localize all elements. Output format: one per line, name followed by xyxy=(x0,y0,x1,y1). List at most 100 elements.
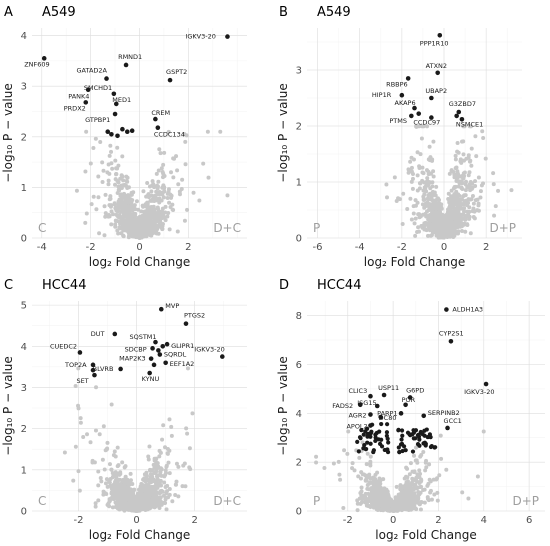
background-point xyxy=(447,207,452,212)
gene-label: FADS2 xyxy=(332,402,353,410)
background-point xyxy=(491,182,496,187)
background-point xyxy=(140,503,145,508)
background-point xyxy=(115,464,120,469)
significant-point xyxy=(384,433,389,438)
background-point xyxy=(462,193,467,198)
background-point xyxy=(153,495,158,500)
panel-letter: B xyxy=(279,5,288,20)
background-point xyxy=(139,209,144,214)
background-point xyxy=(115,145,120,150)
background-point xyxy=(128,232,133,237)
x-tick-label: -4 xyxy=(355,242,365,253)
corner-label-left: P xyxy=(313,221,320,235)
background-point xyxy=(90,460,95,465)
background-point xyxy=(410,171,415,176)
background-point xyxy=(113,222,118,227)
gene-label: BLVRB xyxy=(93,365,114,373)
background-point xyxy=(430,189,435,194)
x-tick-label: 2 xyxy=(192,515,198,526)
background-point xyxy=(169,170,174,175)
background-point xyxy=(121,199,126,204)
significant-point xyxy=(123,62,129,68)
background-point xyxy=(425,196,430,201)
background-point xyxy=(473,134,478,139)
background-point xyxy=(163,218,168,223)
background-point xyxy=(109,203,114,208)
gene-label: NSMCE1 xyxy=(456,120,483,128)
corner-label-left: C xyxy=(38,494,46,508)
significant-point xyxy=(105,129,111,135)
background-point xyxy=(461,152,466,157)
background-point xyxy=(483,156,488,161)
background-point xyxy=(413,458,418,463)
background-point xyxy=(134,199,139,204)
background-point xyxy=(413,216,418,221)
background-point xyxy=(408,461,413,466)
background-point xyxy=(147,444,152,449)
background-point xyxy=(135,218,140,223)
significant-point xyxy=(437,32,443,38)
background-point xyxy=(99,479,104,484)
gene-label: DC80 xyxy=(379,414,397,422)
background-point xyxy=(123,228,128,233)
background-point xyxy=(467,159,472,164)
background-point xyxy=(342,448,347,453)
gene-label: CYP2S1 xyxy=(439,329,464,337)
x-tick-label: 2 xyxy=(185,242,191,253)
significant-point xyxy=(399,92,405,98)
background-point xyxy=(110,488,115,493)
significant-point xyxy=(148,356,154,361)
background-point xyxy=(430,230,435,235)
background-point xyxy=(109,209,114,214)
background-point xyxy=(182,132,187,137)
significant-point xyxy=(371,449,376,455)
significant-point xyxy=(85,87,91,93)
background-point xyxy=(454,165,459,170)
background-point xyxy=(107,197,112,202)
significant-point xyxy=(411,436,416,441)
background-point xyxy=(408,159,413,164)
background-point xyxy=(113,454,118,459)
background-point xyxy=(160,209,165,214)
background-point xyxy=(120,506,125,511)
background-point xyxy=(314,460,319,465)
y-tick-label: 3 xyxy=(21,383,27,394)
x-tick-label: 6 xyxy=(526,515,532,526)
background-point xyxy=(74,188,79,193)
significant-point xyxy=(155,125,161,130)
background-point xyxy=(124,178,129,183)
significant-point xyxy=(399,441,405,446)
background-point xyxy=(118,471,123,476)
background-point xyxy=(143,497,148,502)
background-point xyxy=(122,212,127,217)
background-point xyxy=(132,223,137,228)
background-point xyxy=(435,498,440,503)
background-point xyxy=(444,232,449,237)
background-point xyxy=(187,446,192,451)
background-point xyxy=(466,212,471,217)
gene-label: UBAP2 xyxy=(425,87,447,95)
background-point xyxy=(151,486,156,491)
background-point xyxy=(117,225,122,230)
background-point xyxy=(76,469,81,474)
background-point xyxy=(405,499,410,504)
y-tick-label: 4 xyxy=(296,409,302,420)
gene-label: GTPBP1 xyxy=(85,116,110,124)
background-point xyxy=(168,192,173,197)
background-point xyxy=(466,197,471,202)
gene-label: RMND1 xyxy=(118,53,142,61)
background-point xyxy=(139,481,144,486)
significant-point xyxy=(163,360,168,366)
background-point xyxy=(414,124,419,129)
background-point xyxy=(164,464,169,469)
background-point xyxy=(422,487,427,492)
background-point xyxy=(107,153,112,158)
significant-point xyxy=(112,331,118,337)
background-point xyxy=(201,161,206,166)
background-point xyxy=(476,201,481,206)
background-point xyxy=(113,470,118,475)
background-point xyxy=(145,180,150,185)
background-point xyxy=(73,444,78,449)
significant-point xyxy=(396,428,401,433)
background-point xyxy=(157,482,162,487)
